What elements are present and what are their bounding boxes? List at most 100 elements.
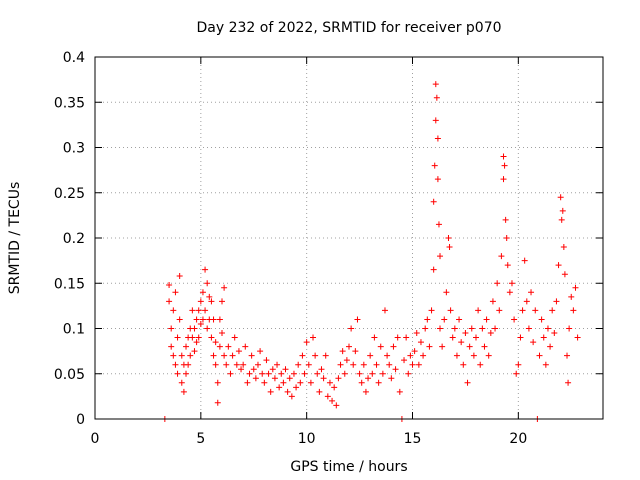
data-point	[305, 361, 312, 368]
data-point	[350, 361, 357, 368]
data-point	[358, 379, 365, 386]
data-point	[394, 334, 401, 341]
data-point	[503, 235, 510, 241]
data-point	[172, 361, 179, 368]
data-point	[443, 289, 450, 296]
data-point	[551, 330, 558, 337]
axis-ticks: 0 0.05 0.1 0.15 0.2 0.25 0.3 0.35 0.4 0 5 10 15 20	[54, 50, 603, 447]
data-point	[316, 388, 323, 395]
data-point	[420, 352, 427, 359]
data-point	[335, 375, 342, 382]
data-point	[250, 366, 257, 373]
data-point	[254, 361, 261, 368]
data-point	[538, 316, 545, 323]
data-point	[564, 352, 571, 359]
data-point	[208, 298, 215, 305]
data-point	[371, 334, 378, 341]
data-point	[278, 370, 285, 377]
data-point	[312, 352, 319, 359]
data-point	[462, 330, 469, 337]
x-tick-label: 5	[196, 431, 205, 447]
data-point	[435, 221, 442, 228]
data-point	[449, 334, 456, 341]
data-point	[508, 280, 515, 287]
y-axis-label: SRMTID / TECUs	[7, 182, 23, 295]
data-point	[284, 388, 291, 395]
data-point	[346, 343, 352, 350]
data-point	[403, 334, 410, 341]
data-point	[286, 375, 293, 382]
data-point	[544, 325, 551, 332]
data-points	[161, 81, 581, 422]
data-point	[183, 343, 190, 350]
data-point	[458, 339, 465, 346]
data-point	[221, 284, 228, 291]
data-point	[214, 379, 221, 386]
data-point	[532, 307, 539, 314]
data-point	[199, 316, 206, 323]
data-point	[549, 307, 556, 314]
data-point	[293, 384, 300, 391]
data-point	[176, 273, 183, 280]
data-point	[487, 330, 494, 337]
data-point	[530, 339, 537, 346]
data-point	[555, 262, 562, 269]
data-point	[274, 361, 281, 368]
data-point	[568, 293, 575, 300]
data-point	[481, 343, 488, 350]
data-point	[473, 334, 479, 341]
data-point	[183, 370, 190, 377]
data-point	[227, 370, 234, 377]
data-point	[314, 370, 321, 377]
data-point	[501, 162, 508, 169]
data-point	[517, 334, 524, 341]
data-point	[377, 343, 384, 350]
data-point	[470, 352, 477, 359]
data-point	[269, 366, 276, 373]
data-point	[202, 266, 209, 273]
data-point	[460, 361, 467, 368]
data-point	[386, 361, 393, 368]
data-point	[352, 348, 359, 355]
data-point	[566, 325, 573, 332]
data-point	[195, 307, 202, 314]
data-point	[271, 375, 278, 382]
data-point	[451, 325, 458, 332]
data-point	[432, 81, 439, 88]
data-point	[437, 253, 444, 260]
data-point	[430, 198, 437, 205]
data-point	[356, 370, 363, 377]
y-tick-label: 0.15	[54, 276, 85, 292]
data-point	[343, 357, 350, 364]
data-point	[231, 334, 238, 341]
data-point	[193, 316, 200, 323]
data-point	[337, 361, 344, 368]
plot-frame	[94, 56, 604, 420]
data-point	[407, 352, 414, 359]
y-tick-label: 0.2	[63, 231, 85, 247]
data-point	[244, 379, 251, 386]
data-point	[415, 361, 422, 368]
data-point	[574, 334, 581, 341]
data-point	[168, 343, 175, 350]
data-point	[542, 361, 549, 368]
data-point	[561, 271, 568, 278]
data-point	[513, 370, 520, 377]
data-point	[174, 370, 181, 377]
y-tick-label: 0.35	[54, 95, 85, 111]
data-point	[168, 325, 175, 332]
data-point	[381, 307, 388, 314]
data-point	[557, 194, 564, 201]
data-point	[494, 280, 501, 287]
data-point	[322, 352, 329, 359]
data-point	[525, 325, 532, 332]
data-point	[477, 361, 484, 368]
data-point	[536, 352, 543, 359]
data-point	[540, 334, 547, 341]
data-point	[453, 352, 460, 359]
data-point	[500, 153, 507, 160]
data-point	[189, 334, 196, 341]
data-point	[176, 316, 183, 323]
data-point	[238, 366, 245, 373]
